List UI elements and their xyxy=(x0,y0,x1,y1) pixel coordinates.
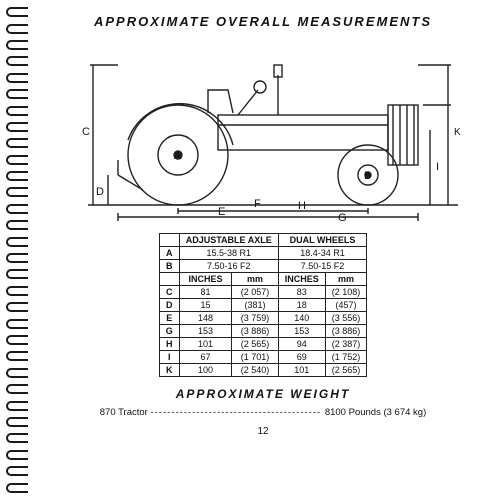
svg-text:G: G xyxy=(338,212,347,224)
col-adjustable-axle: ADJUSTABLE AXLE xyxy=(179,234,278,247)
tractor-dimension-diagram: C D A B E H F G I K xyxy=(58,35,468,225)
svg-text:K: K xyxy=(454,127,461,138)
table-row: E148(3 759)140(3 556) xyxy=(159,312,367,325)
spiral-binding xyxy=(0,0,28,500)
table-row: D15(381)18(457) xyxy=(159,299,367,312)
table-row: G153(3 886)153(3 886) xyxy=(159,325,367,338)
col-mm-1: mm xyxy=(232,273,278,286)
weight-value: 8100 Pounds (3 674 kg) xyxy=(325,407,426,418)
svg-text:D: D xyxy=(96,186,104,198)
svg-text:B: B xyxy=(364,170,371,182)
weight-model: 870 Tractor xyxy=(100,407,148,418)
svg-text:I: I xyxy=(436,161,439,173)
col-dual-wheels: DUAL WHEELS xyxy=(278,234,367,247)
table-row: K100(2 540)101(2 565) xyxy=(159,364,367,377)
tire-row-b: B 7.50-16 F2 7.50-15 F2 xyxy=(159,260,367,273)
table-row: H101(2 565)94(2 387) xyxy=(159,338,367,351)
weight-line: 870 Tractor ----------------------------… xyxy=(54,407,472,418)
manual-page: APPROXIMATE OVERALL MEASUREMENTS xyxy=(30,4,496,496)
tire-row-a: A 15.5-38 R1 18.4-34 R1 xyxy=(159,247,367,260)
svg-text:A: A xyxy=(174,150,182,162)
col-blank xyxy=(159,234,179,247)
weight-leader-dots: ----------------------------------------… xyxy=(150,407,324,418)
col-mm-2: mm xyxy=(325,273,367,286)
page-number: 12 xyxy=(54,426,472,437)
weight-title: APPROXIMATE WEIGHT xyxy=(54,387,472,401)
table-row: C81(2 057)83(2 108) xyxy=(159,286,367,299)
col-inches-2: INCHES xyxy=(278,273,325,286)
page-title: APPROXIMATE OVERALL MEASUREMENTS xyxy=(54,14,472,29)
table-row: I67(1 701)69(1 752) xyxy=(159,351,367,364)
measurements-table: ADJUSTABLE AXLE DUAL WHEELS A 15.5-38 R1… xyxy=(159,233,368,377)
svg-text:F: F xyxy=(254,198,261,210)
svg-text:H: H xyxy=(298,200,306,212)
svg-text:C: C xyxy=(82,126,90,138)
svg-text:E: E xyxy=(218,206,225,218)
col-inches-1: INCHES xyxy=(179,273,232,286)
